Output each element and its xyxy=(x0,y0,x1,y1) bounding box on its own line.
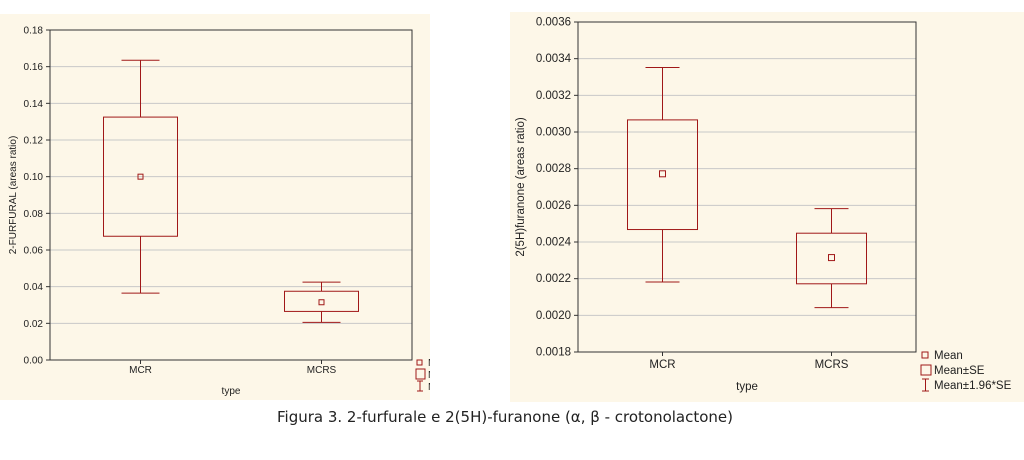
y-tick-label: 0.0030 xyxy=(536,127,571,139)
x-tick-label: MCRS xyxy=(307,365,337,376)
x-axis-label: type xyxy=(222,386,241,397)
box-mcr xyxy=(103,59,178,294)
se-box xyxy=(627,119,698,231)
figure-caption: Figura 3. 2-furfurale e 2(5H)-furanone (… xyxy=(276,408,734,426)
y-tick-label: 0.0036 xyxy=(536,17,571,29)
chart-panel-2-furfural: 0.00 0.02 0.04 0.06 0.08 0.10 0.12 0.14 0.16 0.18… xyxy=(0,14,430,400)
legend-mean-marker xyxy=(921,351,929,359)
y-tick-label: 0.0022 xyxy=(536,273,571,285)
chart-2-furfural: 0.00 0.02 0.04 0.06 0.08 0.10 0.12 0.14 0.16 0.18… xyxy=(8,26,430,398)
y-tick-label: 0.0020 xyxy=(536,310,571,322)
legend-se-marker xyxy=(920,364,932,376)
x-tick-label: MCR xyxy=(129,365,152,376)
se-box xyxy=(103,116,178,237)
legend-mean-marker xyxy=(416,359,423,366)
y-tick-label: 0.0028 xyxy=(536,163,571,175)
y-tick-label: 0.08 xyxy=(24,209,44,220)
box-mcrs xyxy=(796,208,867,309)
y-tick-label: 0.12 xyxy=(24,136,44,147)
box-mcr xyxy=(627,66,698,283)
x-tick-label: MCRS xyxy=(815,359,849,371)
legend-se-marker xyxy=(415,368,426,380)
legend-se-label: Mean±SE xyxy=(428,370,430,381)
y-tick-label: 0.0018 xyxy=(536,347,571,359)
chart-2-5h-furanone: 0.0018 0.0020 0.0022 0.0024 0.0026 0.0028 0.00… xyxy=(515,17,1012,394)
y-tick-label: 0.0026 xyxy=(536,200,571,212)
y-tick-label: 0.06 xyxy=(24,246,44,257)
y-tick-label: 0.0024 xyxy=(536,237,572,249)
plot-frame xyxy=(49,29,413,361)
mean-marker xyxy=(137,173,144,180)
legend-mean-label: Mean xyxy=(934,350,963,362)
mean-marker xyxy=(828,254,835,262)
y-tick-label: 0.10 xyxy=(24,172,44,183)
y-axis-label: 2(5H)furanone (areas ratio) xyxy=(515,117,527,257)
legend-se-label: Mean±SE xyxy=(934,365,985,377)
y-tick-label: 0.00 xyxy=(24,356,44,367)
y-tick-label: 0.04 xyxy=(24,282,44,293)
y-tick-label: 0.0032 xyxy=(536,90,571,102)
legend-mean-label: Mean xyxy=(428,358,430,369)
x-tick-label: MCR xyxy=(649,359,675,371)
y-tick-label: 0.14 xyxy=(24,99,44,110)
se-box xyxy=(284,290,359,312)
legend-ci-marker xyxy=(922,378,929,392)
legend-ci-marker xyxy=(417,380,423,392)
y-tick-label: 0.0034 xyxy=(536,53,572,65)
y-axis-label: 2-FURFURAL (areas ratio) xyxy=(8,136,19,255)
legend: Mean Mean±SE Mean±1.96*SE xyxy=(415,358,430,393)
legend-ci-label: Mean±1.96*SE xyxy=(934,380,1012,392)
legend: Mean Mean±SE Mean±1.96*SE xyxy=(920,350,1012,392)
se-box xyxy=(796,232,867,285)
mean-marker xyxy=(318,299,325,306)
y-tick-label: 0.16 xyxy=(24,62,44,73)
box-mcrs xyxy=(284,281,359,323)
plot-frame xyxy=(577,21,917,353)
mean-marker xyxy=(659,170,666,178)
chart-panel-2-5h-furanone: 0.0018 0.0020 0.0022 0.0024 0.0026 0.0028 0.00… xyxy=(510,12,1024,402)
x-axis-label: type xyxy=(736,381,758,393)
y-tick-label: 0.18 xyxy=(24,26,44,37)
y-tick-label: 0.02 xyxy=(24,319,44,330)
legend-ci-label: Mean±1.96*SE xyxy=(428,382,430,393)
